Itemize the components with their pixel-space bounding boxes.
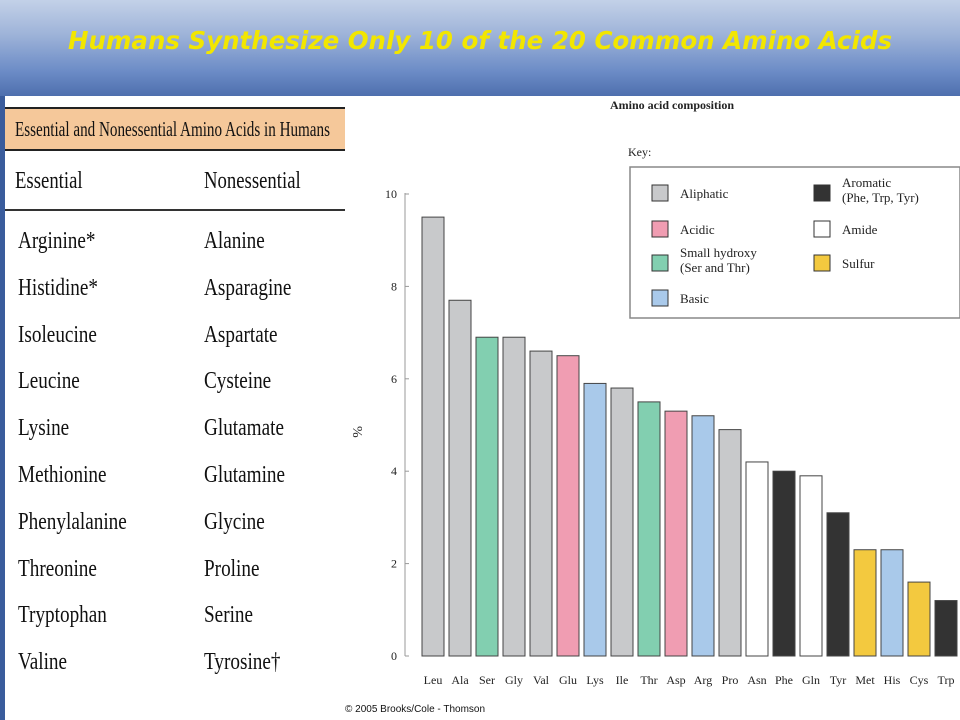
x-tick-label: Thr <box>640 673 657 687</box>
header-essential: Essential <box>15 168 83 194</box>
chart-title: Amino acid composition <box>610 98 734 112</box>
x-tick-label: Leu <box>424 673 443 687</box>
bar-cys <box>907 581 931 657</box>
amino-acid-composition-chart: Amino acid composition Key: Aliphatic Aci… <box>349 98 960 687</box>
y-tick-label: 4 <box>391 464 397 478</box>
bar-his <box>880 549 904 657</box>
legend-label: Aromatic (Phe, Trp, Tyr) <box>842 175 919 205</box>
essential-amino-acid: Methionine <box>18 462 107 488</box>
x-tick-label: Glu <box>559 673 577 687</box>
chart-panel: Amino acid composition Key: Aliphatic Aci… <box>345 96 960 720</box>
x-tick-label: Val <box>533 673 550 687</box>
bar-gly <box>502 336 526 657</box>
x-tick-label: Met <box>855 673 875 687</box>
legend-swatch <box>651 184 669 202</box>
legend-swatch <box>651 254 669 272</box>
x-tick-label: Cys <box>910 673 929 687</box>
bar-met <box>853 549 877 657</box>
y-tick-label: 8 <box>391 279 397 293</box>
x-tick-label: His <box>884 673 901 687</box>
nonessential-amino-acid: Glutamate <box>204 415 284 442</box>
essential-amino-acid: Lysine <box>18 415 70 442</box>
bar-val <box>529 350 553 657</box>
nonessential-amino-acid: Proline <box>204 555 260 582</box>
essential-amino-acid: Arginine* <box>18 228 96 254</box>
legend-box <box>629 166 960 319</box>
nonessential-amino-acid: Aspartate <box>204 321 278 348</box>
bar-leu <box>421 216 445 657</box>
bar-thr <box>637 401 661 657</box>
y-tick-label: 6 <box>391 372 397 386</box>
bar-phe <box>772 470 796 657</box>
bar-lys <box>583 382 607 657</box>
legend-swatch <box>813 220 831 238</box>
nonessential-amino-acid: Asparagine <box>204 274 292 301</box>
essential-amino-acid: Threonine <box>18 555 97 582</box>
nonessential-amino-acid: Tyrosine† <box>204 649 281 676</box>
legend-swatch <box>651 289 669 307</box>
bar-tyr <box>826 512 850 657</box>
essential-amino-acid: Valine <box>18 649 68 676</box>
bar-gln <box>799 475 823 657</box>
x-tick-label: Gly <box>505 673 523 687</box>
bar-ala <box>448 299 472 657</box>
bar-asp <box>664 410 688 657</box>
bar-ile <box>610 387 634 657</box>
bar-ser <box>475 336 499 657</box>
chart-bars <box>421 216 958 657</box>
nonessential-amino-acid: Alanine <box>204 228 265 254</box>
bar-arg <box>691 415 715 657</box>
x-tick-label: Asn <box>747 673 766 687</box>
essential-amino-acid: Histidine* <box>18 274 98 301</box>
legend-label: Acidic <box>680 222 715 237</box>
y-axis-ticks: 0 2 4 6 8 10 <box>385 187 409 663</box>
nonessential-amino-acid: Serine <box>204 602 254 629</box>
legend-label: Amide <box>842 222 878 237</box>
table-title: Essential and Nonessential Amino Acids i… <box>15 117 330 141</box>
bar-glu <box>556 355 580 657</box>
nonessential-amino-acid: Glycine <box>204 508 265 535</box>
legend-label: Basic <box>680 291 709 306</box>
legend-swatch <box>813 254 831 272</box>
header-nonessential: Nonessential <box>204 168 301 194</box>
legend-swatch <box>813 184 831 202</box>
y-axis-label: % <box>349 426 364 438</box>
essential-amino-acid: Isoleucine <box>18 321 97 348</box>
slide-header: Humans Synthesize Only 10 of the 20 Comm… <box>0 0 960 96</box>
y-tick-label: 10 <box>385 187 397 201</box>
x-tick-label: Gln <box>802 673 820 687</box>
nonessential-amino-acid: Cysteine <box>204 368 272 395</box>
x-tick-label: Tyr <box>830 673 847 687</box>
legend-swatch <box>651 220 669 238</box>
x-tick-label: Ala <box>451 673 469 687</box>
bar-trp <box>934 600 958 657</box>
table-title-bar: Essential and Nonessential Amino Acids i… <box>5 107 350 151</box>
x-tick-label: Lys <box>586 673 604 687</box>
y-tick-label: 0 <box>391 649 397 663</box>
x-tick-label: Pro <box>722 673 739 687</box>
x-axis-labels: Leu Ala Ser Gly Val Glu Lys Ile Thr Asp Arg Pro Asn P… <box>424 673 955 687</box>
x-tick-label: Trp <box>938 673 955 687</box>
legend-label: Sulfur <box>842 256 875 271</box>
table-divider <box>5 209 350 211</box>
y-tick-label: 2 <box>391 557 397 571</box>
x-tick-label: Arg <box>694 673 712 687</box>
legend-label: Small hydroxy (Ser and Thr) <box>680 245 757 275</box>
essential-amino-acid: Tryptophan <box>18 602 107 629</box>
amino-acid-table: Essential and Nonessential Amino Acids i… <box>5 96 350 720</box>
bar-pro <box>718 429 742 657</box>
x-tick-label: Ile <box>616 673 629 687</box>
slide-title: Humans Synthesize Only 10 of the 20 Comm… <box>67 26 893 55</box>
chart-legend: Aliphatic Acidic Small hydroxy (Ser and Thr… <box>651 175 919 307</box>
copyright-notice: © 2005 Brooks/Cole - Thomson <box>345 704 486 715</box>
essential-amino-acid: Phenylalanine <box>18 508 127 535</box>
essential-amino-acid: Leucine <box>18 368 80 395</box>
bar-asn <box>745 461 769 657</box>
x-tick-label: Ser <box>479 673 495 687</box>
x-tick-label: Phe <box>775 673 793 687</box>
legend-label: Aliphatic <box>680 186 729 201</box>
x-tick-label: Asp <box>666 673 685 687</box>
legend-key-title: Key: <box>628 145 651 159</box>
nonessential-amino-acid: Glutamine <box>204 462 286 488</box>
